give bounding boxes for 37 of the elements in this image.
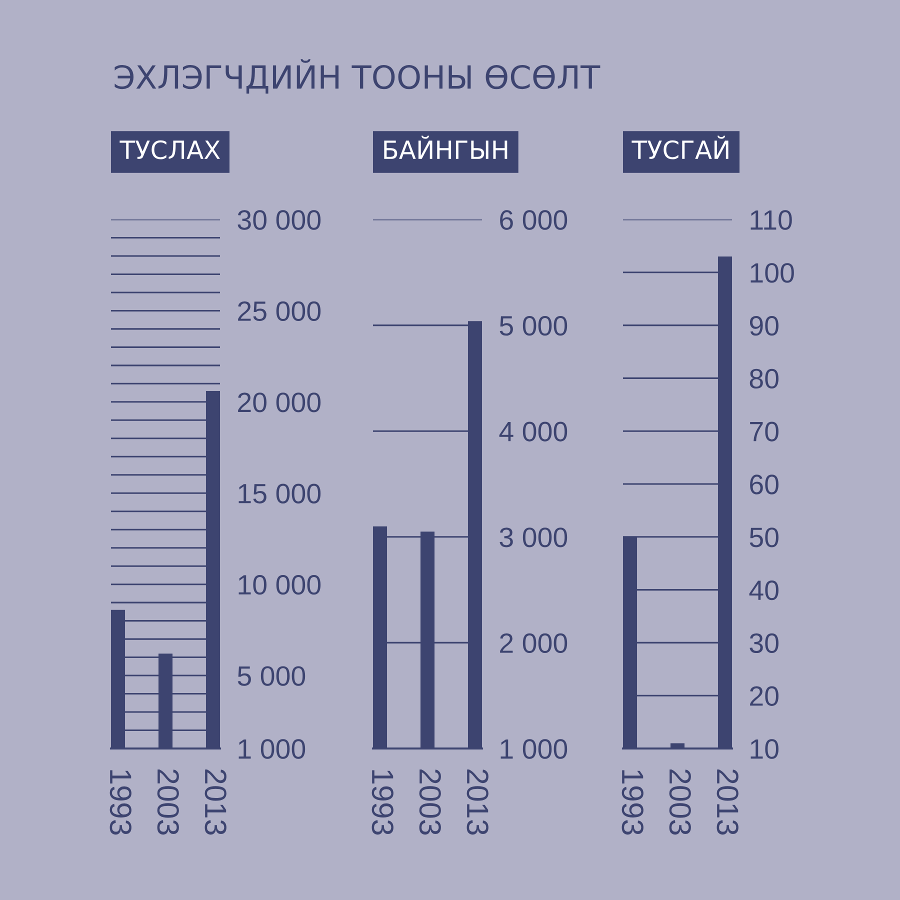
y-tick-label: 1 000 xyxy=(238,739,306,759)
y-tick-label: 5 000 xyxy=(500,316,568,336)
y-tick-label: 110 xyxy=(750,210,792,230)
chart-subtitle: ТУСЛАХ xyxy=(120,140,220,160)
x-tick-label: 2003 xyxy=(669,769,691,835)
y-tick-label: 6 000 xyxy=(500,210,568,230)
y-tick-label: 80 xyxy=(750,368,778,389)
x-tick-label: 2013 xyxy=(716,769,738,835)
y-tick-label: 1 000 xyxy=(500,739,568,759)
chart-subtitle: БАЙНГЫН xyxy=(384,136,508,159)
y-tick-label: 15 000 xyxy=(238,484,321,504)
chart-subtitle: ТУСГАЙ xyxy=(632,136,728,160)
y-tick-label: 4 000 xyxy=(499,422,568,442)
y-tick-label: 100 xyxy=(750,263,794,283)
y-tick-label: 30 000 xyxy=(238,210,321,230)
x-tick-label: 2013 xyxy=(466,769,488,835)
x-tick-label: 2003 xyxy=(157,769,179,835)
y-tick-label: 50 xyxy=(750,528,778,548)
y-tick-label: 40 xyxy=(749,580,778,600)
y-tick-label: 70 xyxy=(750,422,778,442)
y-tick-label: 10 xyxy=(750,739,778,759)
y-tick-label: 20 000 xyxy=(238,392,321,412)
y-tick-label: 5 000 xyxy=(238,666,306,686)
y-tick-label: 20 xyxy=(750,686,778,706)
x-tick-label: 2013 xyxy=(204,769,226,835)
x-tick-label: 1993 xyxy=(622,770,644,835)
y-tick-label: 3 000 xyxy=(500,528,568,548)
y-tick-label: 30 xyxy=(750,633,778,654)
y-tick-label: 60 xyxy=(750,474,778,494)
y-tick-label: 10 000 xyxy=(238,574,321,595)
x-tick-label: 1993 xyxy=(110,770,132,835)
x-tick-label: 2003 xyxy=(419,769,441,835)
y-tick-label: 25 000 xyxy=(238,301,321,322)
text: ЭХЛЭГЧДИЙН ТООНЫ ӨСӨЛТ xyxy=(114,59,600,94)
x-tick-label: 1993 xyxy=(372,770,394,835)
y-tick-label: 90 xyxy=(750,316,778,336)
y-tick-label: 2 000 xyxy=(500,633,568,654)
